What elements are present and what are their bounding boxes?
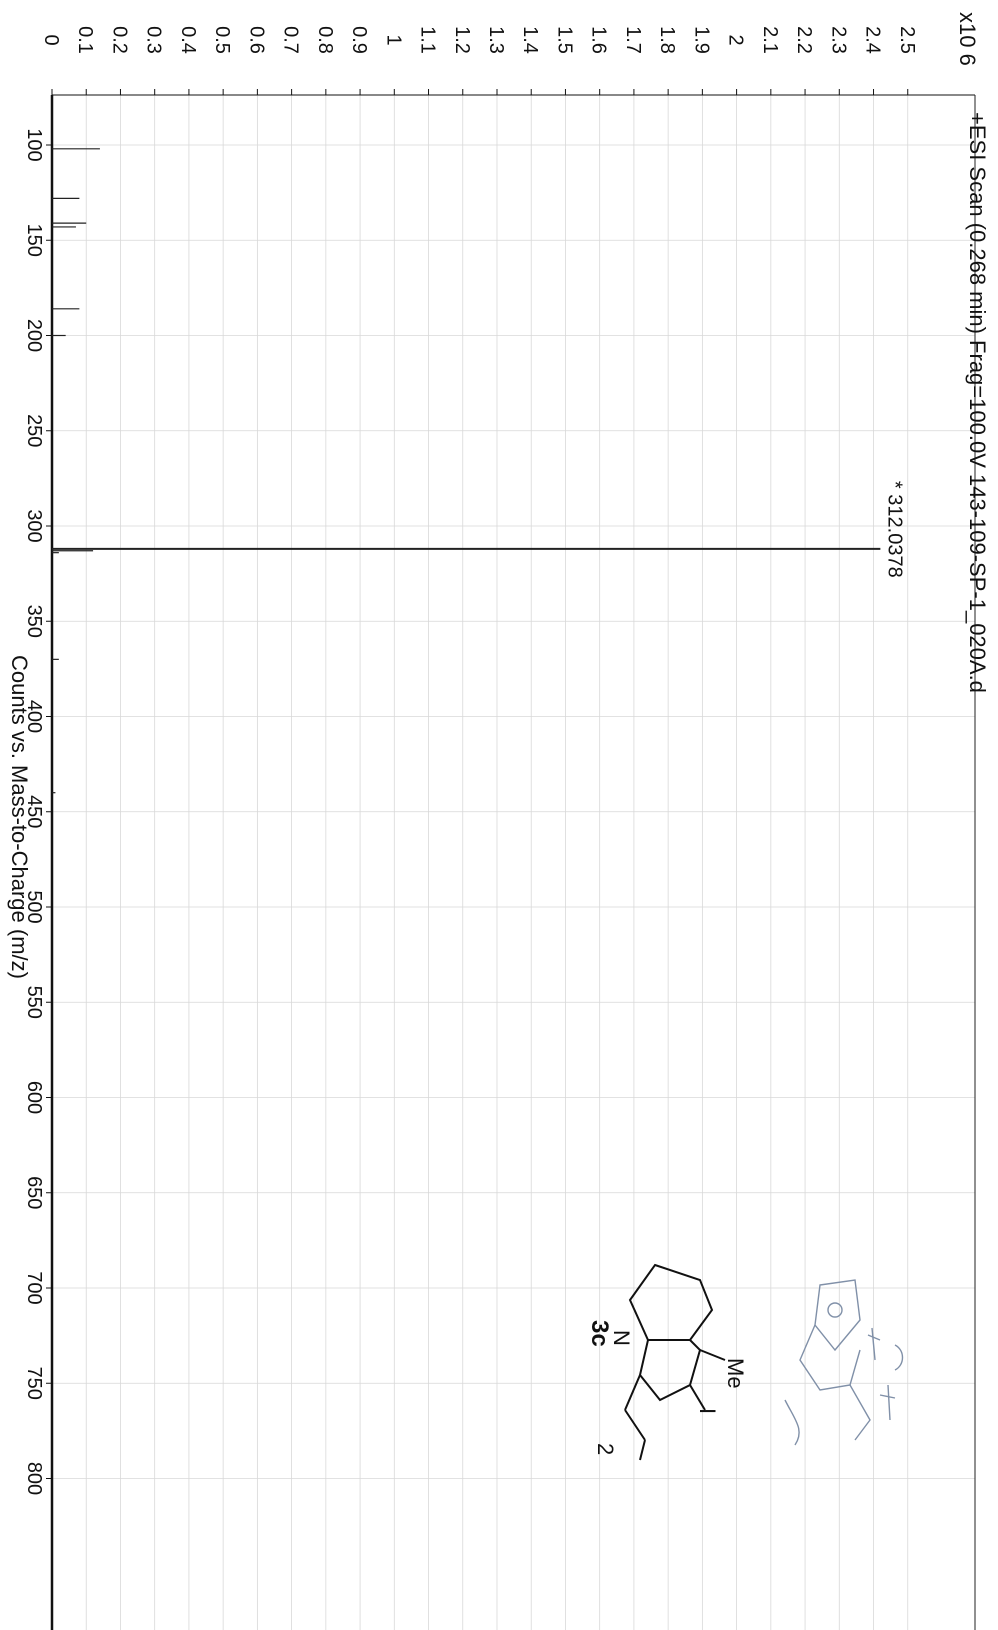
x-axis-label: Counts vs. Mass-to-Charge (m/z) — [7, 655, 32, 979]
chart-title: +ESI Scan (0.268 min) Frag=100.0V 143-10… — [965, 112, 990, 693]
grid-layer — [52, 95, 975, 1630]
y-tick-label: 1.2 — [451, 26, 473, 54]
peaks — [52, 148, 881, 794]
y-tick-label: 0 — [40, 34, 62, 45]
y-tick-label: 0.4 — [177, 26, 199, 54]
x-tick-label: 400 — [23, 700, 45, 733]
x-tick-label: 800 — [23, 1462, 45, 1495]
quinoline-bonds — [624, 1263, 726, 1461]
y-tick-label: 1.5 — [553, 26, 575, 54]
compound-label: 3c — [586, 1320, 613, 1347]
y-tick-label: 0.9 — [348, 26, 370, 54]
y-tick-label: 1.4 — [519, 26, 541, 54]
y-tick-label: 0.2 — [108, 26, 130, 54]
peak-annotation: * 312.0378 — [883, 481, 905, 578]
x-tick-labels: 100 150 200 250 300 350 400 450 500 550 600 650 700 7… — [23, 128, 52, 1495]
atom-n: N — [609, 1330, 634, 1346]
y-tick-label: 0.3 — [143, 26, 165, 54]
x-tick-label: 150 — [23, 224, 45, 257]
y-tick-label: 0.1 — [74, 26, 96, 54]
y-tick-label: 0.5 — [211, 26, 233, 54]
y-tick-labels: 0 0.1 0.2 0.3 0.4 0.5 0.6 0.7 0.8 0.9 1 1.1 1.2 1.3 1.… — [40, 26, 918, 95]
y-tick-label: 1.9 — [690, 26, 712, 54]
y-tick-label: 2 — [725, 34, 747, 45]
x-tick-label: 750 — [23, 1367, 45, 1400]
x-tick-label: 500 — [23, 890, 45, 923]
x-tick-label: 100 — [23, 128, 45, 161]
y-tick-label: 0.7 — [280, 26, 302, 54]
y-multiplier-label: x10 6 — [955, 12, 980, 66]
y-tick-label: 0.8 — [314, 26, 336, 54]
y-tick-label: 1.1 — [417, 26, 439, 54]
x-tick-label: 200 — [23, 319, 45, 352]
y-tick-label: 1.6 — [588, 26, 610, 54]
y-tick-label: 1.8 — [656, 26, 678, 54]
x-tick-label: 300 — [23, 509, 45, 542]
y-tick-label: 1 — [382, 34, 404, 45]
y-tick-label: 2.1 — [759, 26, 781, 54]
substituent-me: Me — [723, 1358, 748, 1389]
x-tick-label: 600 — [23, 1081, 45, 1114]
x-tick-label: 450 — [23, 795, 45, 828]
structure-3c: 3c N Me I 2 — [586, 1263, 748, 1461]
handwritten-sketch — [784, 1279, 904, 1446]
chain-subscript: 2 — [593, 1443, 618, 1455]
y-tick-label: 1.7 — [622, 26, 644, 54]
substituent-i: I — [695, 1408, 720, 1414]
x-tick-label: 650 — [23, 1176, 45, 1209]
y-tick-label: 1.3 — [485, 26, 507, 54]
y-tick-label: 2.3 — [827, 26, 849, 54]
x-tick-label: 700 — [23, 1271, 45, 1304]
y-tick-label: 2.2 — [793, 26, 815, 54]
y-tick-label: 0.6 — [245, 26, 267, 54]
y-tick-label: 2.4 — [862, 26, 884, 54]
x-tick-label: 550 — [23, 986, 45, 1019]
x-tick-label: 350 — [23, 605, 45, 638]
axis-layer — [50, 94, 976, 1630]
x-tick-label: 250 — [23, 414, 45, 447]
y-tick-label: 2.5 — [896, 26, 918, 54]
